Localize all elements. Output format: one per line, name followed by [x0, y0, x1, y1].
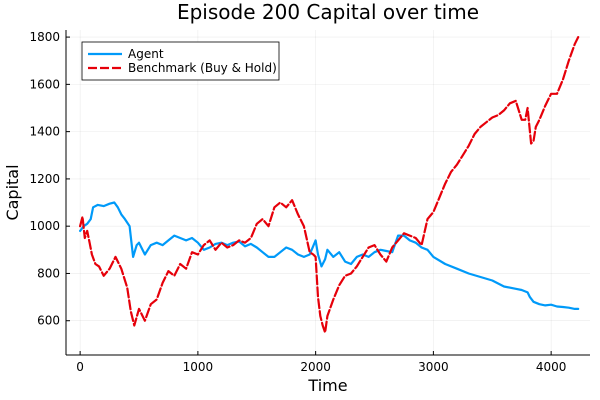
legend-label: Benchmark (Buy & Hold): [128, 61, 277, 75]
y-tick-label: 1200: [29, 172, 60, 186]
grid: [66, 30, 590, 355]
legend-box: [81, 41, 280, 81]
y-tick-label: 600: [37, 314, 60, 328]
tick-labels: 0 1000 2000 3000 4000 600 800 1000 1200 1400 1600 1…: [29, 30, 566, 374]
legend-label: Agent: [128, 47, 164, 61]
series-line-agent: [79, 201, 580, 310]
chart-title: Episode 200 Capital over time: [177, 0, 479, 24]
y-tick-label: 1600: [29, 77, 60, 91]
y-tick-label: 1000: [29, 219, 60, 233]
y-axis-title: Capital: [3, 164, 22, 220]
series-group: [79, 36, 580, 334]
y-tick-label: 1400: [29, 125, 60, 139]
x-axis-title: Time: [307, 376, 347, 395]
x-tick-label: 4000: [536, 360, 567, 374]
x-tick-label: 3000: [418, 360, 449, 374]
y-tick-label: 800: [37, 266, 60, 280]
y-tick-label: 1800: [29, 30, 60, 44]
x-tick-label: 1000: [183, 360, 214, 374]
x-tick-label: 0: [76, 360, 84, 374]
x-tick-label: 2000: [300, 360, 331, 374]
series-line-benchmark: [79, 36, 580, 334]
